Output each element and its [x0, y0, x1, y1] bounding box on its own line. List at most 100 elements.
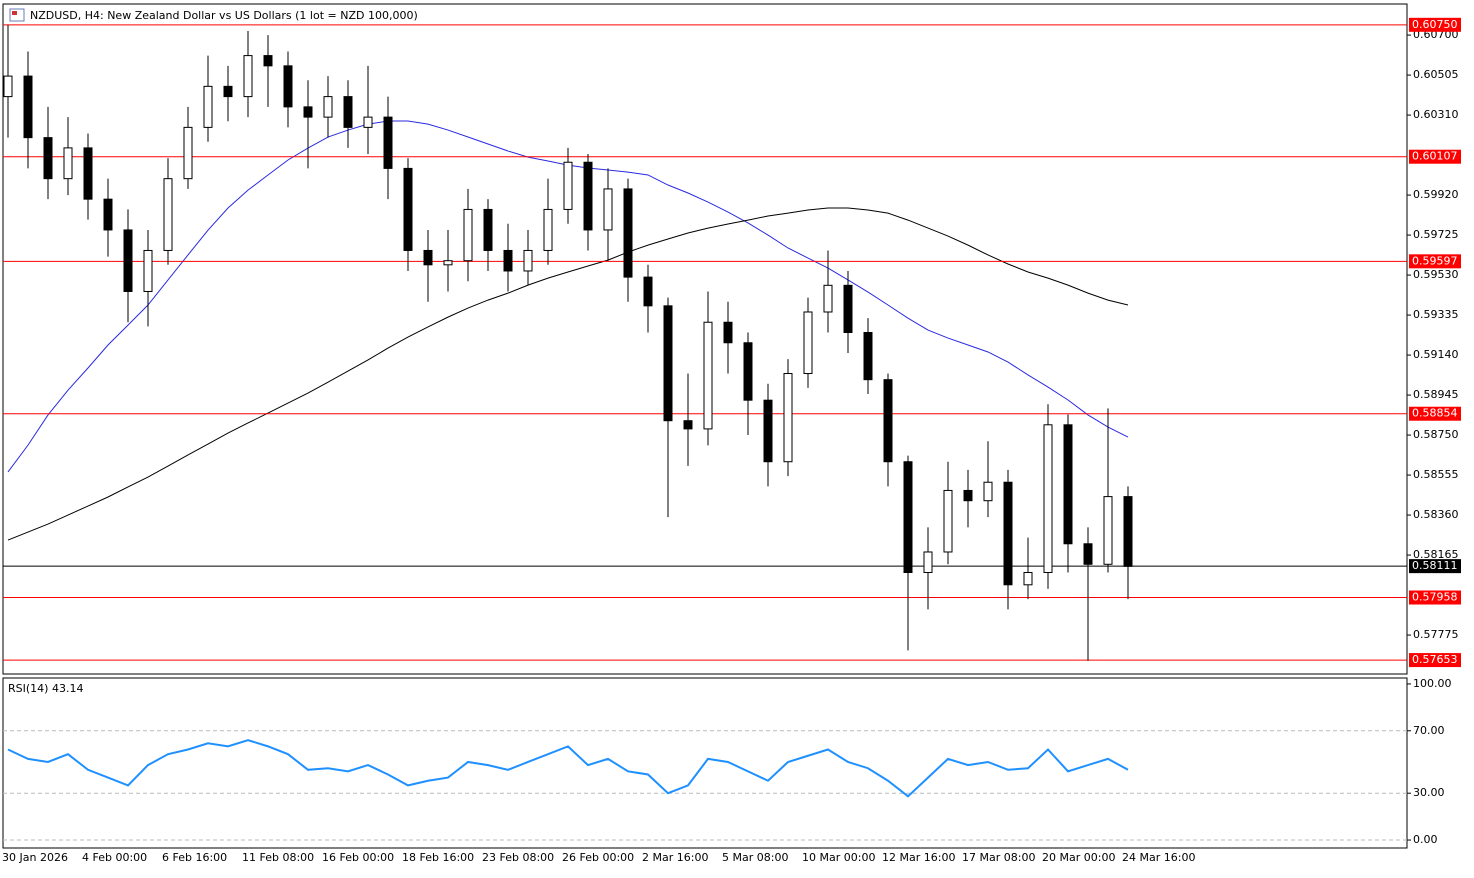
- candle-body: [443, 260, 453, 266]
- candle-body: [283, 65, 293, 108]
- y-tick-label: 0.58360: [1413, 508, 1459, 521]
- level-label: 0.57958: [1412, 591, 1458, 604]
- candle-body: [1063, 424, 1073, 545]
- candle-body: [823, 284, 833, 313]
- rsi-line: [7, 739, 1129, 798]
- y-tick-label: 0.58750: [1413, 428, 1459, 441]
- candle-body: [743, 342, 753, 401]
- candle-body: [1003, 481, 1013, 586]
- x-tick-label: 24 Mar 16:00: [1122, 851, 1195, 864]
- y-tick-label: 0.57775: [1413, 628, 1459, 641]
- level-tag: [1409, 590, 1461, 605]
- x-tick-label: 5 Mar 08:00: [722, 851, 788, 864]
- candle-body: [1023, 571, 1033, 586]
- candle-body: [923, 551, 933, 573]
- y-tick-label: 0.59725: [1413, 228, 1459, 241]
- candle-body: [803, 311, 813, 375]
- x-tick-label: 17 Mar 08:00: [962, 851, 1035, 864]
- candle-body: [943, 489, 953, 553]
- candle-body: [23, 75, 33, 139]
- candle-body: [303, 106, 313, 118]
- candle-body: [843, 284, 853, 334]
- candle-body: [103, 198, 113, 231]
- x-tick-label: 2 Mar 16:00: [642, 851, 708, 864]
- candle-body: [603, 188, 613, 231]
- candle-body: [523, 249, 533, 272]
- y-tick-label: 70.00: [1413, 724, 1445, 737]
- candle-body: [723, 321, 733, 344]
- y-tick-label: 0.58555: [1413, 468, 1459, 481]
- candle-body: [263, 55, 273, 67]
- x-tick-label: 18 Feb 16:00: [402, 851, 474, 864]
- y-tick-label: 0.59530: [1413, 268, 1459, 281]
- candle-body: [883, 379, 893, 463]
- y-tick-label: 0.58165: [1413, 548, 1459, 561]
- level-tag: [1409, 149, 1461, 164]
- current-price-label: 0.58111: [1412, 559, 1458, 572]
- y-tick-label: 0.59920: [1413, 188, 1459, 201]
- chart-title: NZDUSD, H4: New Zealand Dollar vs US Dol…: [30, 9, 418, 22]
- x-tick-label: 12 Mar 16:00: [882, 851, 955, 864]
- y-tick-label: 0.00: [1413, 833, 1438, 846]
- x-tick-label: 30 Jan 2026: [2, 851, 68, 864]
- level-label: 0.59597: [1412, 254, 1458, 267]
- candle-body: [63, 147, 73, 180]
- candle-body: [783, 373, 793, 463]
- candle-body: [143, 249, 153, 292]
- candle-body: [563, 161, 573, 210]
- rsi-pane: [2, 677, 1408, 849]
- x-tick-label: 10 Mar 00:00: [802, 851, 875, 864]
- y-tick-label: 0.59335: [1413, 308, 1459, 321]
- candle-body: [203, 85, 213, 128]
- x-tick-label: 11 Feb 08:00: [242, 851, 314, 864]
- level-tag: [1409, 653, 1461, 668]
- candle-body: [963, 489, 973, 502]
- candle-body: [403, 167, 413, 251]
- y-tick-label: 30.00: [1413, 786, 1445, 799]
- candle-body: [863, 332, 873, 381]
- candle-body: [323, 96, 333, 118]
- candle-body: [703, 321, 713, 430]
- candle-body: [1043, 424, 1053, 573]
- candle-body: [183, 126, 193, 180]
- x-tick-label: 26 Feb 00:00: [562, 851, 634, 864]
- y-tick-label: 0.60505: [1413, 68, 1459, 81]
- candle-body: [123, 229, 133, 292]
- x-tick-label: 16 Feb 00:00: [322, 851, 394, 864]
- candle-body: [1083, 543, 1093, 565]
- candle-body: [643, 276, 653, 307]
- candle-body: [43, 137, 53, 180]
- candle-body: [663, 305, 673, 422]
- candle-body: [3, 75, 13, 98]
- candle-body: [483, 208, 493, 251]
- y-tick-label: 0.60310: [1413, 108, 1459, 121]
- candle-body: [1123, 496, 1133, 567]
- level-tag: [1409, 17, 1461, 32]
- price-pane: [2, 3, 1408, 675]
- candle-body: [423, 249, 433, 266]
- y-tick-label: 0.58945: [1413, 388, 1459, 401]
- level-label: 0.58854: [1412, 407, 1458, 420]
- candle-body: [503, 249, 513, 272]
- candle-body: [983, 481, 993, 502]
- candle-body: [623, 188, 633, 278]
- candle-body: [683, 420, 693, 430]
- candle-body: [583, 161, 593, 231]
- candle-body: [343, 96, 353, 128]
- candle-body: [543, 208, 553, 251]
- x-tick-label: 4 Feb 00:00: [82, 851, 147, 864]
- current-price-tag: [1409, 559, 1461, 574]
- symbol-icon: [12, 11, 17, 15]
- rsi-title: RSI(14) 43.14: [8, 682, 83, 695]
- candle-body: [463, 208, 473, 262]
- level-label: 0.60107: [1412, 150, 1458, 163]
- candle-body: [383, 116, 393, 169]
- level-label: 0.60750: [1412, 18, 1458, 31]
- y-tick-label: 100.00: [1413, 677, 1452, 690]
- candle-body: [903, 461, 913, 573]
- candle-body: [243, 55, 253, 98]
- moving-average: [7, 207, 1129, 541]
- candle-body: [763, 399, 773, 463]
